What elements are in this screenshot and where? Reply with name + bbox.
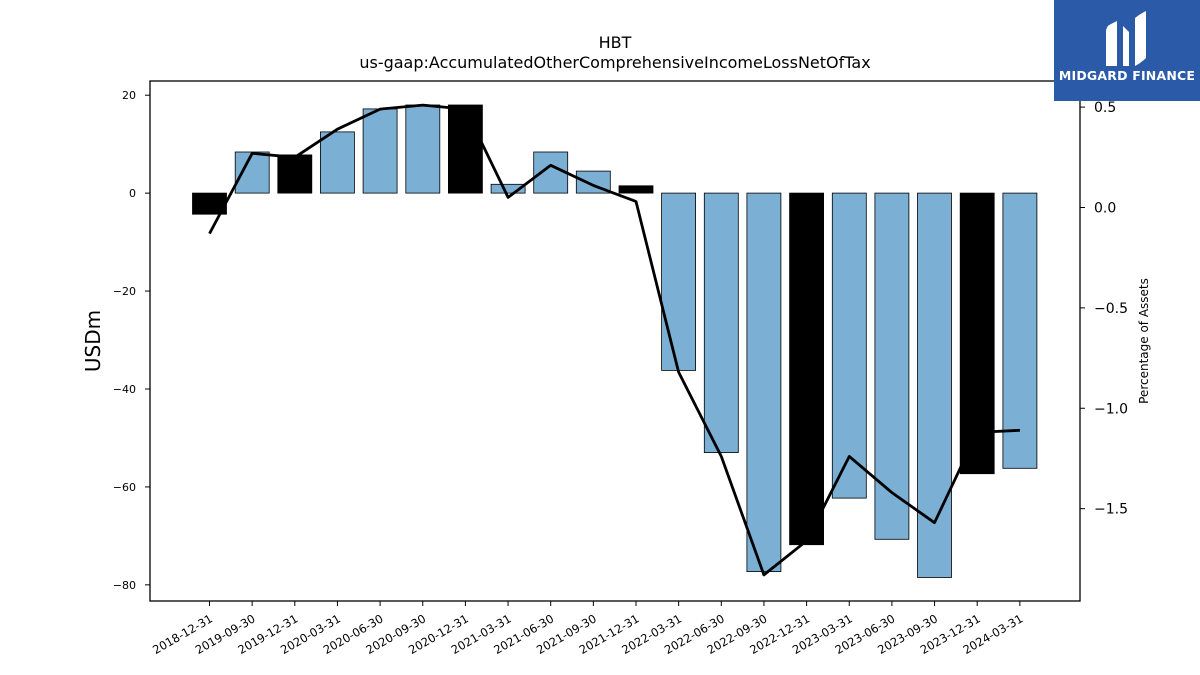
line-series xyxy=(208,103,1020,577)
bar xyxy=(447,104,483,194)
bar xyxy=(959,192,995,475)
bar xyxy=(319,131,355,194)
bar xyxy=(618,185,654,194)
y-right-tick-label: −0.5 xyxy=(1094,301,1128,317)
pct-assets-line xyxy=(208,103,1020,577)
y-right-tick-label: 0.5 xyxy=(1094,100,1116,116)
y-axis-label: USDm xyxy=(81,310,105,372)
y-tick-label: 0 xyxy=(129,187,136,200)
y-tick-label: −20 xyxy=(113,285,136,298)
bar xyxy=(362,108,398,194)
y-tick-label: −80 xyxy=(113,579,136,592)
logo-mark-icon xyxy=(1106,11,1146,66)
chart-title: HBT xyxy=(599,33,632,52)
y-tick-label: −60 xyxy=(113,481,136,494)
bar xyxy=(789,192,824,546)
bar xyxy=(490,183,526,194)
bar xyxy=(661,192,696,371)
y-axis-right-ticks: 0.5 0.0 −0.5 −1.0 −1.5 xyxy=(1080,100,1128,518)
y-right-tick-label: −1.0 xyxy=(1094,401,1128,417)
y-tick-label: 20 xyxy=(122,89,136,102)
chart-subtitle: us-gaap:AccumulatedOtherComprehensiveInc… xyxy=(359,53,870,72)
x-axis-ticks: 2018-12-312019-09-302019-12-312020-03-31… xyxy=(150,601,1025,657)
plot-frame xyxy=(149,80,1081,602)
bar xyxy=(746,192,782,573)
y-right-tick-label: −1.5 xyxy=(1094,502,1128,518)
bar xyxy=(703,192,739,454)
y-right-tick-label: 0.0 xyxy=(1094,200,1116,216)
bar xyxy=(831,192,867,499)
y-axis-left-ticks: 20 0 −20 −40 −60 −80 xyxy=(113,89,150,592)
bar xyxy=(277,154,313,194)
bar xyxy=(1002,192,1038,469)
bar xyxy=(874,192,910,540)
y-tick-label: −40 xyxy=(113,383,136,396)
bar xyxy=(234,151,270,194)
y-axis-right-label: Percentage of Assets xyxy=(1137,278,1151,404)
brand-name: MIDGARD FINANCE xyxy=(1058,68,1196,83)
brand-logo: MIDGARD FINANCE xyxy=(1054,0,1200,101)
bar xyxy=(405,104,441,194)
bar-series xyxy=(192,104,1038,578)
